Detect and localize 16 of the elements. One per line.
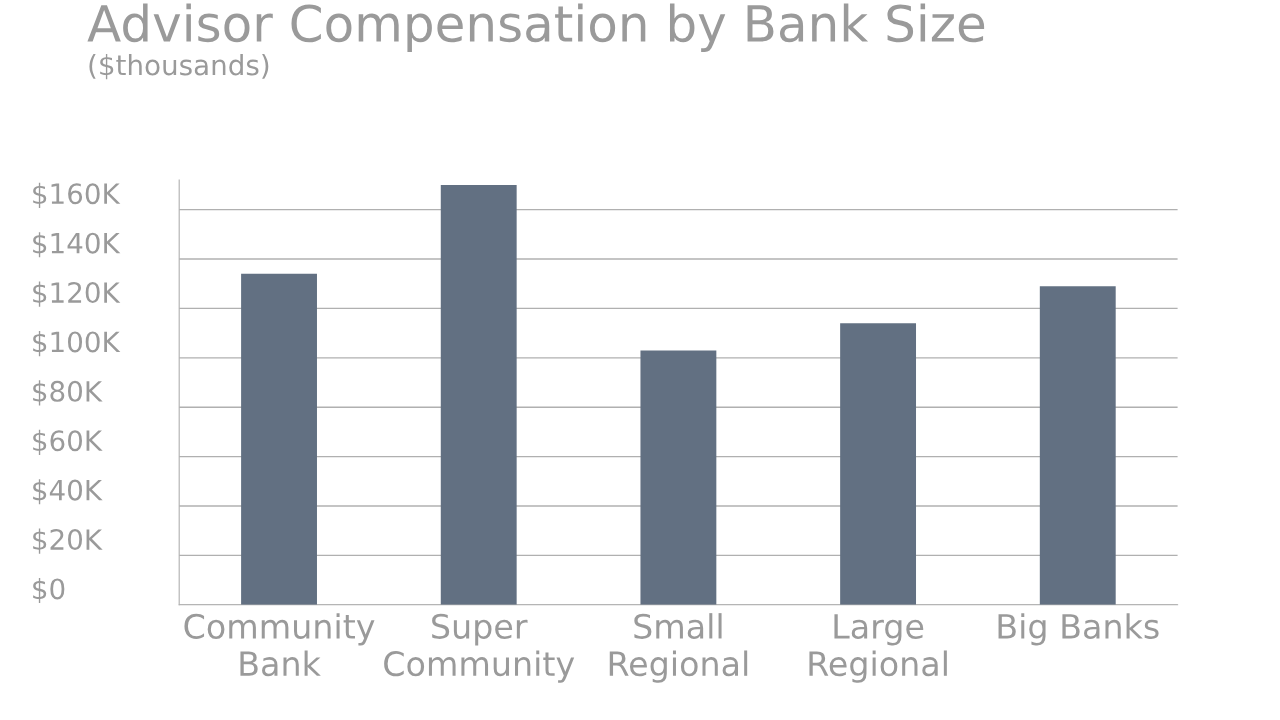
x-tick-label: Community Bank: [184, 613, 375, 677]
y-tick-label: $60K: [33, 429, 103, 455]
x-tick-label: Large Regional: [809, 614, 947, 683]
x-tick-label: Big Banks: [998, 613, 1159, 646]
x-tick-label: Small Regional: [609, 613, 748, 683]
y-tick-label: $80K: [33, 380, 103, 406]
y-tick-label: $40K: [33, 479, 103, 505]
y-tick-label: $100K: [33, 330, 121, 357]
y-tick-label: $120K: [33, 281, 121, 307]
chart-title: Advisor Compensation by Bank Size: [87, 3, 985, 52]
x-tick-label: Super Community: [384, 613, 575, 683]
y-tick-label: $160K: [33, 182, 121, 208]
y-tick-label: $20K: [33, 528, 103, 554]
y-tick-label: $140K: [33, 232, 121, 258]
chart-subtitle: ($thousands): [89, 54, 269, 80]
y-tick-label: $0: [33, 577, 65, 604]
